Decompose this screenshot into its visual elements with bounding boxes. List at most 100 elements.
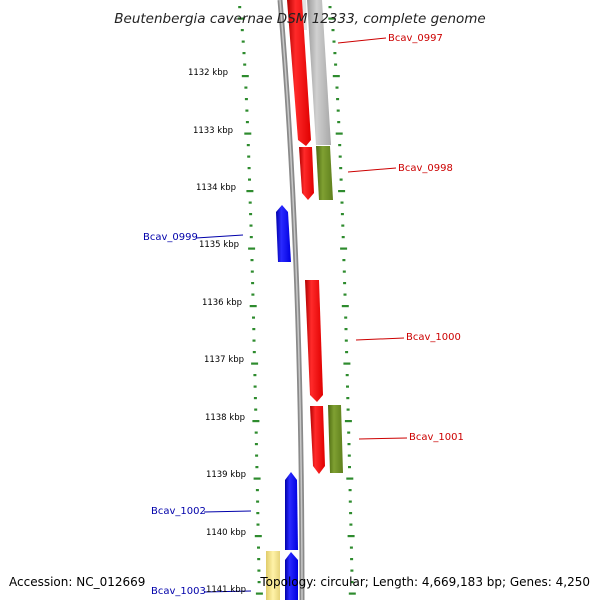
inner-track-tick-47 (257, 546, 260, 549)
outer-track-tick-25 (343, 293, 347, 296)
inner-track-tick-2 (240, 29, 244, 32)
kbp-labels: 1132 kbp 1133 kbp 1134 kbp 1135 kbp 1136… (188, 68, 246, 595)
inner-track-tick-45 (256, 523, 260, 526)
inner-track-tick-13 (247, 155, 251, 158)
outer-track-tick-26 (341, 305, 349, 308)
outer-track-tick-2 (331, 29, 335, 32)
outer-track-tick-33 (346, 385, 349, 388)
gene-bcav-0998-cds[interactable] (299, 147, 314, 200)
outer-track-tick-36 (344, 420, 352, 423)
inner-track-tick-30 (252, 351, 256, 354)
inner-track-tick-42 (255, 489, 259, 492)
outer-track-tick-29 (344, 339, 348, 342)
inner-track-tick-7 (244, 86, 248, 89)
inner-track-tick-1 (237, 17, 245, 20)
outer-track-tick-18 (340, 213, 344, 216)
gene-bcav-1001-cds[interactable] (310, 406, 325, 474)
kbp-label-1139: 1139 kbp (206, 470, 246, 480)
gene-label-bcav-0998[interactable]: Bcav_0998 (398, 163, 453, 174)
outer-track-tick-20 (341, 236, 345, 239)
inner-track-tick-25 (251, 293, 255, 296)
outer-track-tick-7 (335, 86, 339, 89)
inner-track-tick-12 (246, 144, 250, 147)
map-title: Beutenbergia cavernae DSM 12333, complet… (114, 11, 485, 27)
gene-labels: Bcav_0997 Bcav_0998 Bcav_0999 Bcav_1000 … (143, 33, 464, 597)
gene-label-bcav-0999[interactable]: Bcav_0999 (143, 232, 198, 243)
outer-track-tick-3 (332, 40, 336, 43)
inner-track-tick-21 (248, 247, 256, 250)
outer-track-tick-35 (346, 408, 350, 411)
outer-track-tick-19 (341, 224, 345, 227)
outer-track-tick-31 (343, 362, 351, 365)
outer-track-tick-37 (347, 431, 351, 434)
inner-track-tick-5 (243, 63, 247, 66)
inner-track-tick-38 (254, 443, 258, 446)
outer-track-tick-45 (349, 523, 353, 526)
gene-label-bcav-1000[interactable]: Bcav_1000 (406, 332, 461, 343)
kbp-label-1135: 1135 kbp (199, 240, 239, 250)
outer-track-tick-28 (344, 328, 348, 331)
outer-track-tick-15 (339, 178, 343, 181)
outer-track-tick-6 (332, 75, 340, 78)
gene-bcav-1003[interactable] (285, 552, 298, 600)
outer-track-tick-22 (342, 259, 346, 262)
inner-track-tick-33 (253, 385, 257, 388)
gene-bcav-0998-feature[interactable] (316, 146, 333, 200)
inner-track-tick-4 (242, 52, 246, 55)
outer-track-tick-11 (335, 132, 343, 135)
inner-track-tick-0 (238, 6, 242, 9)
inner-track-tick-44 (256, 512, 260, 515)
inner-track-tick-3 (241, 40, 245, 43)
inner-track-tick-8 (244, 98, 248, 101)
outer-track-tick-43 (348, 500, 352, 503)
gene-bcav-1001-feature[interactable] (328, 405, 343, 473)
inner-track-tick-28 (252, 328, 256, 331)
kbp-label-1137: 1137 kbp (204, 355, 244, 365)
kbp-label-1141: 1141 kbp (206, 585, 246, 595)
gene-label-bcav-0997[interactable]: Bcav_0997 (388, 33, 443, 44)
inner-track-tick-48 (257, 558, 261, 561)
inner-track-tick-29 (252, 339, 256, 342)
partial-feature-grey (307, 0, 331, 145)
gene-label-bcav-1003[interactable]: Bcav_1003 (151, 586, 206, 597)
outer-track-tick-50 (350, 581, 354, 584)
outer-track-tick-4 (333, 52, 337, 55)
inner-track-tick-24 (251, 282, 255, 285)
outer-track-tick-10 (337, 121, 341, 124)
inner-track-tick-23 (250, 270, 254, 273)
gene-bcav-0999[interactable] (276, 205, 291, 262)
inner-track-tick-40 (255, 466, 259, 469)
outer-track-tick-32 (345, 374, 349, 377)
genome-summary-text: Topology: circular; Length: 4,669,183 bp… (259, 575, 590, 589)
gene-bcav-1002[interactable] (285, 472, 298, 550)
inner-track-tick-22 (250, 259, 254, 262)
gene-label-bcav-1001[interactable]: Bcav_1001 (409, 432, 464, 443)
outer-track-tick-47 (349, 546, 353, 549)
outer-track-tick-46 (347, 535, 355, 538)
inner-track-tick-19 (249, 224, 253, 227)
inner-track-tick-41 (253, 477, 261, 480)
inner-track-tick-34 (253, 397, 257, 400)
outer-track-tick-30 (345, 351, 349, 354)
inner-track-tick-18 (249, 213, 253, 216)
inner-track-tick-49 (257, 569, 261, 572)
inner-track-tick-26 (249, 305, 257, 308)
outer-track-tick-17 (340, 201, 344, 204)
outer-track-tick-41 (346, 477, 354, 480)
inner-track-tick-10 (245, 121, 249, 124)
outer-track-tick-49 (350, 569, 354, 572)
gene-label-bcav-1002[interactable]: Bcav_1002 (151, 506, 206, 517)
kbp-label-1138: 1138 kbp (205, 413, 245, 423)
inner-track-tick-51 (255, 592, 263, 595)
inner-track-tick-11 (244, 132, 252, 135)
outer-track-tick-51 (348, 592, 356, 595)
outer-track-tick-42 (348, 489, 352, 492)
outer-track-tick-23 (342, 270, 346, 273)
gene-bcav-1000[interactable] (305, 280, 323, 402)
gene-bcav-0997[interactable] (287, 0, 311, 146)
outer-track-tick-0 (328, 6, 332, 9)
gene-label-lines (195, 37, 408, 593)
inner-track-tick-9 (245, 109, 249, 112)
inner-track-tick-20 (249, 236, 253, 239)
